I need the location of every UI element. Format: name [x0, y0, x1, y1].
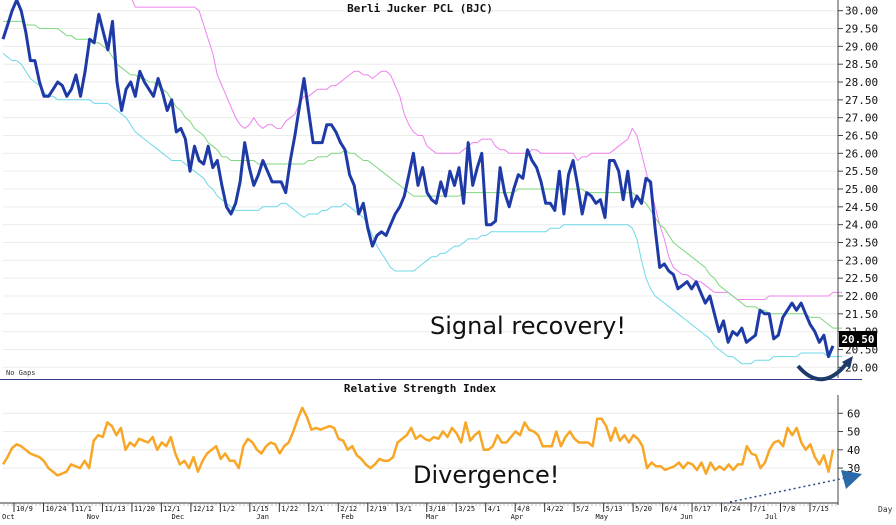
price-tick-label: 25.00 — [845, 183, 878, 196]
x-month-label: Nov — [87, 513, 100, 521]
rsi-tick-label: 50 — [847, 426, 860, 439]
price-tick-label: 28.00 — [845, 76, 878, 89]
x-tick-label: 6/17 — [694, 505, 711, 513]
rsi-tick-label: 40 — [847, 444, 860, 457]
price-chart-title: Berli Jucker PCL (BJC) — [347, 2, 493, 15]
price-tick-label: 29.50 — [845, 23, 878, 36]
x-tick-label: 5/2 — [576, 505, 589, 513]
price-tick-label: 24.50 — [845, 201, 878, 214]
price-tick-label: 21.50 — [845, 308, 878, 321]
x-month-label: Dec — [172, 513, 185, 521]
upper-band-line — [131, 0, 843, 300]
x-month-label: Apr — [511, 513, 524, 521]
signal-recovery-text: Signal recovery! — [430, 312, 626, 340]
x-tick-label: 5/20 — [635, 505, 652, 513]
x-month-label: Jan — [256, 513, 269, 521]
x-tick-label: 7/1 — [753, 505, 766, 513]
last-price-label: 20.50 — [841, 333, 874, 346]
x-month-label: Oct — [2, 513, 15, 521]
price-tick-label: 29.00 — [845, 40, 878, 53]
x-tick-label: 4/22 — [547, 505, 564, 513]
x-tick-label: 7/8 — [783, 505, 796, 513]
last-price-badge — [839, 331, 877, 347]
x-tick-label: 11/1 — [75, 505, 92, 513]
x-tick-label: 1/22 — [281, 505, 298, 513]
rsi-tick-label: 60 — [847, 407, 860, 420]
price-tick-label: 20.00 — [845, 361, 878, 374]
price-grid — [3, 10, 838, 368]
rsi-line — [1, 406, 835, 477]
price-tick-label: 26.50 — [845, 130, 878, 143]
price-tick-label: 27.00 — [845, 112, 878, 125]
x-tick-label: 10/24 — [45, 505, 66, 513]
recovery-curve-arrow-icon — [796, 361, 849, 382]
x-tick-label: 11/13 — [104, 505, 125, 513]
x-tick-label: 3/1 — [399, 505, 412, 513]
recovery-arrowhead-icon — [842, 356, 853, 369]
x-month-label: Mar — [426, 513, 439, 521]
price-tick-label: 26.00 — [845, 147, 878, 160]
x-month-label: Jul — [765, 513, 778, 521]
x-tick-label: 2/1 — [311, 505, 324, 513]
x-tick-label: 3/25 — [458, 505, 475, 513]
price-tick-label: 23.50 — [845, 236, 878, 249]
x-tick-label: 5/13 — [606, 505, 623, 513]
x-tick-label: 7/15 — [812, 505, 829, 513]
no-gaps-note: No Gaps — [6, 369, 36, 377]
x-month-label: Feb — [341, 513, 354, 521]
day-label: Day — [878, 505, 893, 514]
x-tick-label: 11/20 — [134, 505, 155, 513]
x-tick-label: 6/4 — [665, 505, 678, 513]
lower-band-line — [2, 53, 843, 365]
x-tick-label: 1/2 — [222, 505, 235, 513]
x-tick-label: 2/19 — [370, 505, 387, 513]
x-tick-label: 4/8 — [517, 505, 530, 513]
price-tick-label: 25.50 — [845, 165, 878, 178]
x-tick-label: 10/9 — [16, 505, 33, 513]
price-tick-label: 27.50 — [845, 94, 878, 107]
price-tick-label: 30.00 — [845, 5, 878, 18]
x-tick-label: 1/15 — [252, 505, 269, 513]
price-tick-label: 24.00 — [845, 219, 878, 232]
x-month-label: May — [595, 513, 608, 521]
price-tick-label: 23.00 — [845, 254, 878, 267]
x-tick-label: 6/24 — [724, 505, 741, 513]
x-tick-label: 2/12 — [340, 505, 357, 513]
divergence-text: Divergence! — [413, 461, 559, 489]
x-tick-label: 3/18 — [429, 505, 446, 513]
x-month-label: Jun — [680, 513, 693, 521]
x-tick-label: 12/1 — [163, 505, 180, 513]
price-tick-label: 28.50 — [845, 58, 878, 71]
x-tick-label: 4/1 — [488, 505, 501, 513]
price-tick-label: 22.00 — [845, 290, 878, 303]
price-tick-label: 22.50 — [845, 272, 878, 285]
series-layer — [1, 0, 843, 477]
divergence-arrowhead-icon — [841, 470, 862, 489]
price-line — [1, 0, 835, 359]
rsi-chart-title: Relative Strength Index — [344, 382, 497, 395]
rsi-grid — [3, 412, 838, 469]
x-tick-label: 12/12 — [193, 505, 214, 513]
